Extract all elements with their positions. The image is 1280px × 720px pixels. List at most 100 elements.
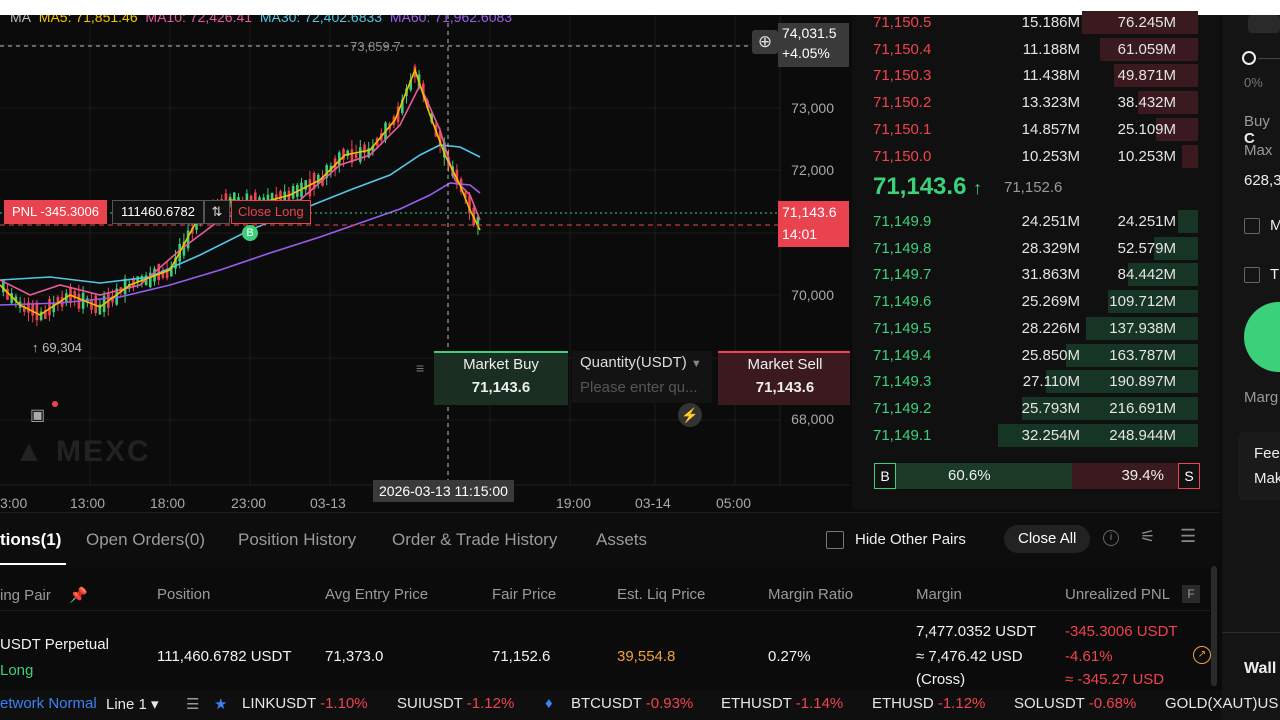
tab-positions[interactable]: tions(1): [0, 530, 62, 549]
ratio-s-badge: S: [1178, 463, 1200, 489]
open-long-button[interactable]: [1244, 302, 1280, 372]
bid-price: 71,149.5: [873, 319, 932, 337]
checkbox-1[interactable]: [1244, 218, 1260, 234]
candle-down: [111, 296, 114, 303]
close-long-button[interactable]: Close Long: [231, 200, 311, 224]
ask-row[interactable]: 71,150.5 15.186M 76.245M: [852, 9, 1202, 36]
candle-up: [123, 278, 127, 295]
candle-down: [44, 310, 47, 320]
candle-up: [325, 165, 328, 178]
row-position: 111,460.6782 USDT: [157, 648, 292, 665]
quantity-input[interactable]: Quantity(USDT) ▼ Please enter qu...: [572, 351, 712, 403]
active-tab-underline: [0, 563, 66, 565]
lightning-icon[interactable]: ⚡: [678, 403, 702, 427]
row-avg-entry: 71,373.0: [325, 648, 384, 665]
ask-total: 76.245M: [1117, 14, 1176, 31]
tab-position-history[interactable]: Position History: [238, 530, 357, 549]
bid-row[interactable]: 71,149.1 32.254M 248.944M: [852, 422, 1202, 449]
ticker-item-ethusd[interactable]: ETHUSD -1.12%: [872, 695, 986, 712]
candle-up: [52, 302, 55, 313]
header-margin-ratio: Margin Ratio: [768, 586, 854, 603]
bid-row[interactable]: 71,149.9 24.251M 24.251M: [852, 208, 1202, 235]
bid-row[interactable]: 71,149.5 28.226M 137.938M: [852, 315, 1202, 342]
candle-down: [132, 277, 135, 287]
leverage-slider-thumb[interactable]: [1242, 51, 1256, 65]
share-pnl-icon[interactable]: ↗: [1193, 646, 1211, 664]
menu-icon[interactable]: ☰: [1180, 526, 1197, 546]
buy-marker: B: [242, 225, 258, 241]
ma-label: MA: [10, 15, 31, 25]
ticker-item-sui[interactable]: SUIUSDT -1.12%: [397, 695, 515, 712]
candle-up: [149, 272, 152, 288]
bid-qty: 24.251M: [1021, 213, 1080, 230]
ask-total: 25.109M: [1117, 120, 1176, 138]
bid-total: 24.251M: [1117, 213, 1176, 230]
ask-row[interactable]: 71,150.0 10.253M 10.253M: [852, 143, 1202, 170]
ticker-item-btc[interactable]: BTCUSDT -0.93%: [571, 695, 694, 712]
bid-qty: 25.850M: [1021, 346, 1080, 364]
candle-down: [468, 195, 471, 214]
favorite-star-icon[interactable]: ★: [214, 696, 228, 713]
row-margin-usd: ≈ 7,476.42 USD: [916, 648, 1023, 665]
bid-total: 216.691M: [1109, 399, 1176, 417]
candle-up: [98, 304, 102, 315]
ticker-item-sol[interactable]: SOLUSDT -0.68%: [1014, 695, 1137, 712]
tab-open-orders[interactable]: Open Orders(0): [86, 530, 206, 549]
reverse-position-icon[interactable]: ⇅: [204, 200, 230, 224]
candle-down: [56, 297, 60, 305]
ask-row[interactable]: 71,150.2 13.323M 38.432M: [852, 89, 1202, 116]
market-sell-button[interactable]: Market Sell 71,143.6: [718, 351, 850, 405]
ask-row[interactable]: 71,150.3 11.438M 49.871M: [852, 62, 1202, 89]
bid-row[interactable]: 71,149.7 31.863M 84.442M: [852, 261, 1202, 288]
hide-other-pairs-checkbox[interactable]: [826, 531, 844, 549]
drag-handle-icon[interactable]: ≡: [416, 360, 425, 376]
ticker-item-link[interactable]: LINKUSDT -1.10%: [242, 695, 368, 712]
ask-row[interactable]: 71,150.1 14.857M 25.109M: [852, 116, 1202, 143]
tab-assets[interactable]: Assets: [596, 530, 648, 549]
row-pair[interactable]: USDT Perpetual: [0, 636, 109, 653]
checkbox-2[interactable]: [1244, 267, 1260, 283]
bid-row[interactable]: 71,149.6 25.269M 109.712M: [852, 288, 1202, 315]
ask-row[interactable]: 71,150.4 11.188M 61.059M: [852, 36, 1202, 63]
bid-total: 109.712M: [1109, 293, 1176, 311]
panel-tab[interactable]: [1248, 15, 1280, 33]
bid-row[interactable]: 71,149.2 25.793M 216.691M: [852, 395, 1202, 422]
candle-down: [23, 307, 26, 312]
calendar-icon[interactable]: ▣: [30, 407, 46, 424]
buy-sell-ratio: B 60.6% 39.4% S: [874, 463, 1200, 489]
line-select[interactable]: Line 1 ▾: [106, 696, 159, 713]
candle-up: [245, 193, 249, 206]
candle-down: [287, 190, 291, 203]
bid-row[interactable]: 71,149.4 25.850M 163.787M: [852, 342, 1202, 369]
ask-qty: 10.253M: [1021, 147, 1080, 165]
price-chart[interactable]: MA MA5: 71,851.46 MA10: 72,426.41 MA30: …: [0, 15, 850, 510]
ticker-item-ethusdt[interactable]: ETHUSDT -1.14%: [721, 695, 844, 712]
filter-icon[interactable]: ⚟: [1140, 527, 1156, 546]
table-scrollbar[interactable]: [1211, 566, 1217, 686]
close-all-button[interactable]: Close All: [1004, 525, 1091, 553]
bid-row[interactable]: 71,149.3 27.110M 190.897M: [852, 368, 1202, 395]
list-icon[interactable]: ☰: [186, 696, 200, 713]
market-buy-button[interactable]: Market Buy 71,143.6: [434, 351, 568, 405]
bid-total: 190.897M: [1109, 373, 1176, 391]
ticker-item-gold[interactable]: GOLD(XAUT)US: [1165, 695, 1279, 712]
bid-depth-bar: [1022, 396, 1198, 420]
leverage-slider-track[interactable]: [1258, 58, 1280, 59]
ask-qty: 13.323M: [1021, 94, 1080, 112]
candle-up: [367, 148, 370, 158]
bid-row[interactable]: 71,149.8 28.329M 52.579M: [852, 235, 1202, 262]
ask-qty: 14.857M: [1021, 120, 1080, 138]
tab-order-trade-history[interactable]: Order & Trade History: [392, 530, 558, 549]
low-label: ↑ 69,304: [32, 340, 82, 355]
candle-down: [35, 302, 39, 321]
max-value: 628,3: [1244, 172, 1280, 189]
hide-other-pairs-label: Hide Other Pairs: [855, 531, 966, 548]
add-alert-icon[interactable]: ⊕: [752, 30, 778, 54]
chart-canvas[interactable]: [0, 15, 850, 510]
bid-total: 84.442M: [1117, 266, 1176, 284]
candle-down: [165, 268, 169, 279]
ask-depth-bar: [1114, 64, 1198, 88]
info-icon[interactable]: i: [1103, 530, 1119, 546]
ask-qty: 15.186M: [1021, 14, 1080, 31]
margin-label: Marg: [1244, 389, 1279, 406]
